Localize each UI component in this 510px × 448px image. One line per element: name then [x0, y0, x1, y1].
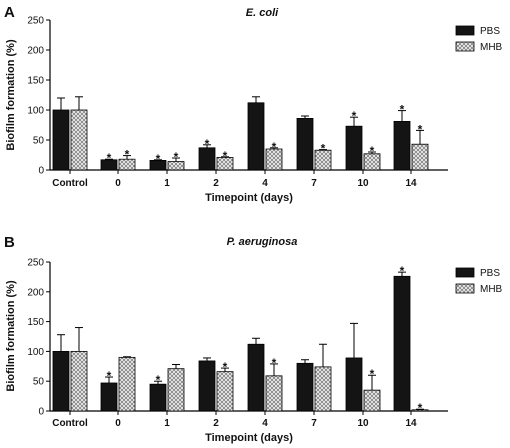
y-tick-label: 250	[27, 16, 44, 27]
y-tick-label: 50	[33, 377, 45, 388]
y-tick-label: 150	[27, 317, 44, 328]
y-tick-label: 0	[38, 407, 44, 418]
x-axis-label: Timepoint (days)	[205, 432, 293, 444]
significance-asterisk: *	[400, 103, 405, 117]
significance-asterisk: *	[174, 150, 179, 164]
x-tick-label: 10	[357, 178, 369, 189]
y-tick-label: 50	[33, 136, 45, 147]
significance-asterisk: *	[352, 109, 357, 123]
bar-pbs-14	[393, 275, 411, 412]
x-axis-label: Timepoint (days)	[205, 192, 293, 204]
legend: PBS MHB	[455, 267, 503, 295]
y-tick-label: 0	[38, 166, 44, 177]
significance-asterisk: *	[107, 151, 112, 165]
x-tick-label: 4	[262, 178, 268, 189]
y-axis-label: Biofilm formation (%)	[5, 39, 17, 151]
bar-mhb-4	[265, 375, 283, 412]
x-tick-label: 1	[164, 178, 170, 189]
x-tick-label: Control	[52, 418, 88, 429]
bar-pbs-0	[100, 382, 118, 412]
bar-mhb-10	[363, 389, 381, 412]
y-axis-label: Biofilm formation (%)	[5, 280, 17, 392]
bar-mhb-2	[216, 371, 234, 412]
bar-pbs-10	[345, 357, 363, 412]
x-tick-label: 2	[213, 418, 219, 429]
bar-pbs-1	[149, 383, 167, 412]
bar-pbs-4	[247, 343, 265, 412]
bar-pbs-10	[345, 125, 363, 171]
panel-letter: A	[4, 4, 15, 21]
significance-asterisk: *	[205, 137, 210, 151]
bar-mhb-control	[70, 109, 88, 171]
significance-asterisk: *	[370, 144, 375, 158]
chart-title: P. aeruginosa	[227, 236, 298, 248]
bar-pbs-4	[247, 102, 265, 171]
bar-mhb-control	[70, 350, 88, 412]
significance-asterisk: *	[370, 367, 375, 381]
y-tick-label: 100	[27, 347, 44, 358]
significance-asterisk: *	[156, 152, 161, 166]
legend-swatch-pbs	[455, 25, 475, 36]
legend: PBS MHB	[455, 25, 503, 53]
chart-title: E. coli	[246, 7, 279, 19]
legend-swatch-pbs	[455, 267, 475, 278]
y-tick-label: 100	[27, 106, 44, 117]
x-tick-label: 7	[311, 178, 317, 189]
significance-asterisk: *	[272, 356, 277, 370]
legend-label-mhb: MHB	[480, 284, 503, 295]
significance-asterisk: *	[125, 148, 130, 162]
legend-label-mhb: MHB	[480, 42, 503, 53]
bar-pbs-7	[296, 362, 314, 412]
y-tick-label: 200	[27, 46, 44, 57]
bar-pbs-control	[52, 350, 70, 412]
x-tick-label: 14	[405, 178, 417, 189]
y-tick-label: 200	[27, 287, 44, 298]
bar-pbs-2	[198, 147, 216, 171]
x-tick-label: 1	[164, 418, 170, 429]
x-tick-label: 0	[115, 178, 121, 189]
x-tick-label: 10	[357, 418, 369, 429]
significance-asterisk: *	[107, 369, 112, 383]
x-tick-label: 2	[213, 178, 219, 189]
y-tick-label: 150	[27, 76, 44, 87]
x-tick-label: 14	[405, 418, 417, 429]
significance-asterisk: *	[418, 122, 423, 136]
significance-asterisk: *	[400, 264, 405, 278]
legend-label-pbs: PBS	[480, 268, 500, 279]
significance-asterisk: *	[223, 149, 228, 163]
significance-asterisk: *	[418, 401, 423, 415]
bar-mhb-14	[411, 143, 429, 171]
legend-swatch-mhb	[455, 283, 475, 294]
bar-pbs-2	[198, 360, 216, 412]
bar-pbs-7	[296, 118, 314, 171]
bar-pbs-14	[393, 121, 411, 171]
bar-mhb-1	[167, 368, 185, 412]
significance-asterisk: *	[321, 142, 326, 156]
y-tick-label: 250	[27, 258, 44, 269]
x-tick-label: 7	[311, 418, 317, 429]
bar-pbs-control	[52, 109, 70, 171]
bar-mhb-7	[314, 366, 332, 412]
significance-asterisk: *	[156, 373, 161, 387]
significance-asterisk: *	[272, 140, 277, 154]
x-tick-label: 0	[115, 418, 121, 429]
bar-mhb-0	[118, 356, 136, 412]
significance-asterisk: *	[223, 360, 228, 374]
x-tick-label: Control	[52, 178, 88, 189]
legend-label-pbs: PBS	[480, 26, 500, 37]
panel-letter: B	[4, 234, 15, 251]
x-tick-label: 4	[262, 418, 268, 429]
legend-swatch-mhb	[455, 41, 475, 52]
